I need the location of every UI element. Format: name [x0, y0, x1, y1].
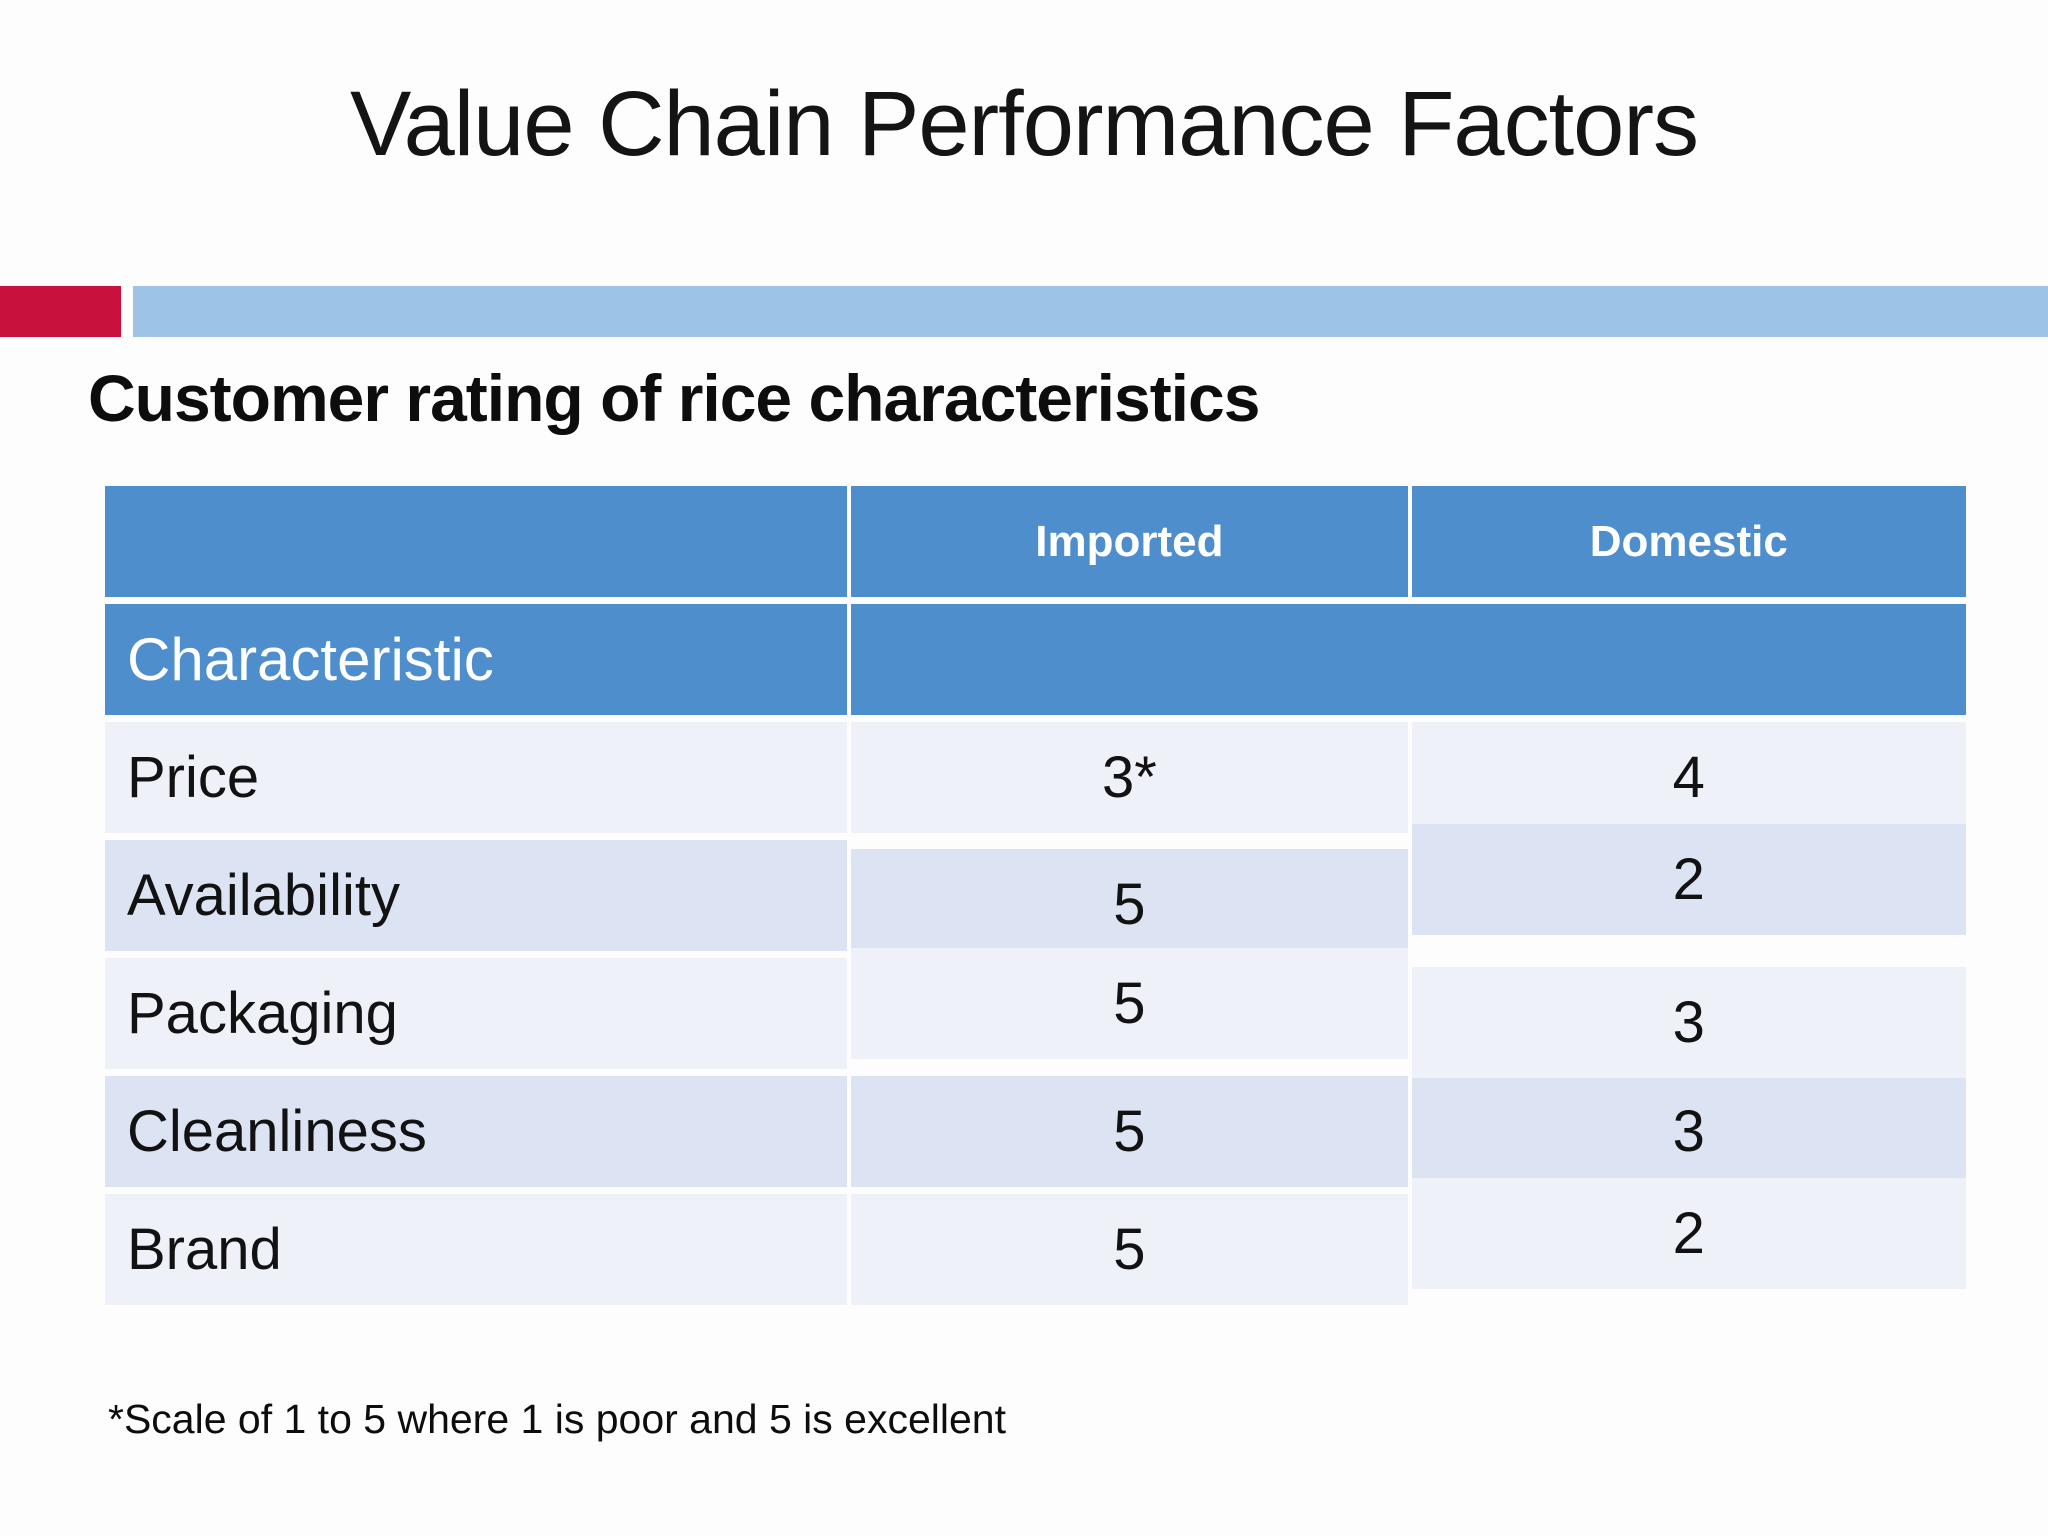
table-header-imported: Imported	[851, 486, 1408, 597]
table-header-corner-cell	[105, 486, 848, 597]
availability-domestic-value: 2	[1411, 824, 1966, 935]
table-row-label-availability: Availability	[105, 840, 848, 951]
table-row-label-price: Price	[105, 722, 848, 833]
table-row-label-brand: Brand	[105, 1194, 848, 1305]
brand-domestic-value: 2	[1411, 1178, 1966, 1289]
table-row-label-cleanliness: Cleanliness	[105, 1076, 848, 1187]
slide-subtitle: Customer rating of rice characteristics	[88, 361, 1260, 435]
rice-ratings-table: Imported Domestic Characteristic Price 3…	[105, 486, 1966, 1305]
packaging-imported-value: 5	[851, 948, 1408, 1059]
table-row-label-packaging: Packaging	[105, 958, 848, 1069]
table-row-header-empty-cell	[851, 604, 1966, 715]
red-accent-block	[0, 286, 121, 337]
cleanliness-imported-value: 5	[851, 1076, 1408, 1187]
cleanliness-domestic-value: 3	[1411, 1076, 1966, 1187]
table-header-domestic: Domestic	[1411, 486, 1966, 597]
table-row-header-characteristic: Characteristic	[105, 604, 848, 715]
price-imported-value: 3*	[851, 722, 1408, 833]
availability-imported-value: 5	[851, 849, 1408, 960]
price-domestic-value: 4	[1411, 722, 1966, 833]
slide-title: Value Chain Performance Factors	[350, 73, 1699, 175]
scale-footnote: *Scale of 1 to 5 where 1 is poor and 5 i…	[108, 1396, 1006, 1442]
blue-accent-bar	[133, 286, 2048, 337]
packaging-domestic-value: 3	[1411, 967, 1966, 1078]
brand-imported-value: 5	[851, 1194, 1408, 1305]
